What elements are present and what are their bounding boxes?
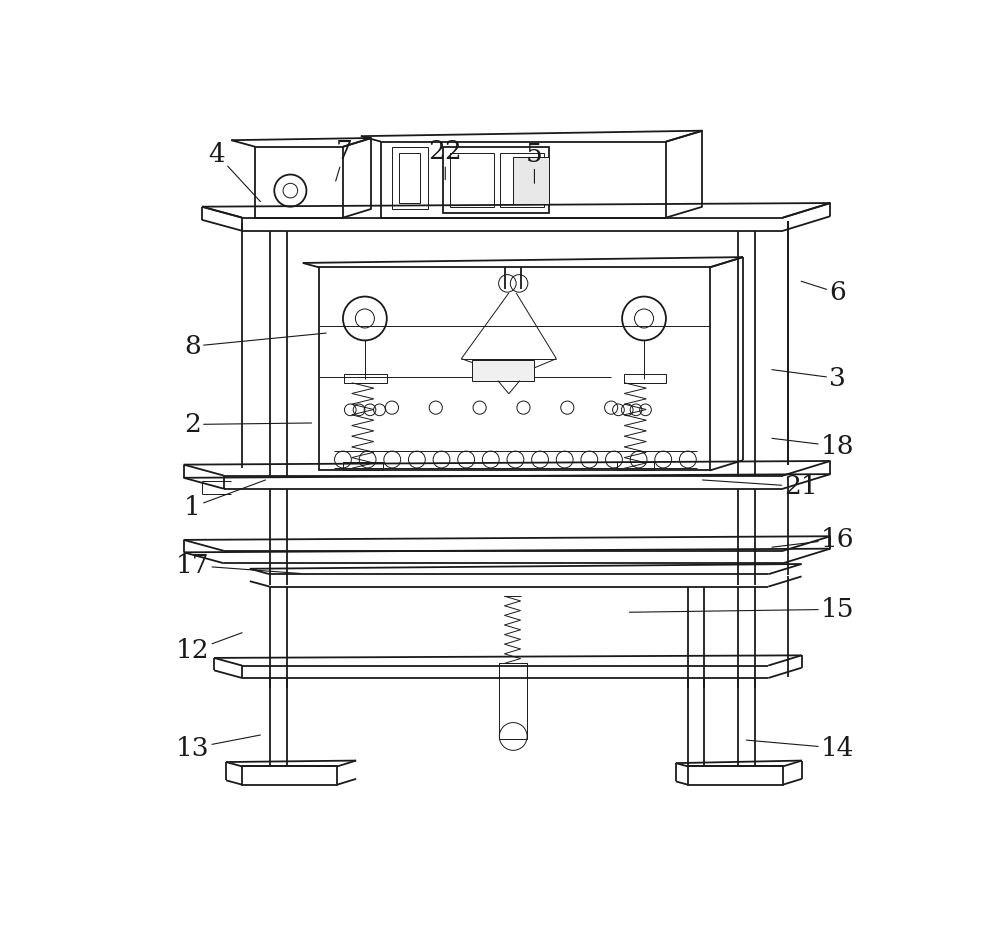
Bar <box>392 147 428 209</box>
Bar <box>242 767 337 785</box>
Text: 22: 22 <box>428 140 462 179</box>
Text: 16: 16 <box>772 527 854 551</box>
Bar <box>450 153 494 208</box>
Bar <box>319 268 710 471</box>
Bar <box>624 374 666 382</box>
Text: 6: 6 <box>801 280 846 306</box>
Bar <box>399 154 420 203</box>
Bar <box>512 157 549 204</box>
Text: 8: 8 <box>184 333 326 359</box>
Bar <box>443 147 549 213</box>
Bar <box>344 374 387 382</box>
Text: 12: 12 <box>176 633 242 663</box>
Text: 4: 4 <box>208 141 260 201</box>
Bar <box>617 462 654 470</box>
Text: 7: 7 <box>336 140 353 181</box>
Bar <box>472 360 534 381</box>
Text: 3: 3 <box>772 366 846 391</box>
Text: 1: 1 <box>184 480 266 519</box>
Text: 2: 2 <box>184 412 312 437</box>
Text: 21: 21 <box>702 474 818 499</box>
Text: 14: 14 <box>746 735 854 761</box>
Text: 18: 18 <box>772 434 854 459</box>
Text: 17: 17 <box>176 553 301 578</box>
Bar <box>688 767 783 785</box>
Bar <box>499 663 527 738</box>
Bar <box>343 462 383 470</box>
Text: 15: 15 <box>629 597 854 622</box>
Bar <box>500 153 544 208</box>
Text: 5: 5 <box>526 141 543 183</box>
Bar <box>255 147 343 217</box>
Text: 13: 13 <box>176 735 260 761</box>
Bar <box>381 141 666 217</box>
